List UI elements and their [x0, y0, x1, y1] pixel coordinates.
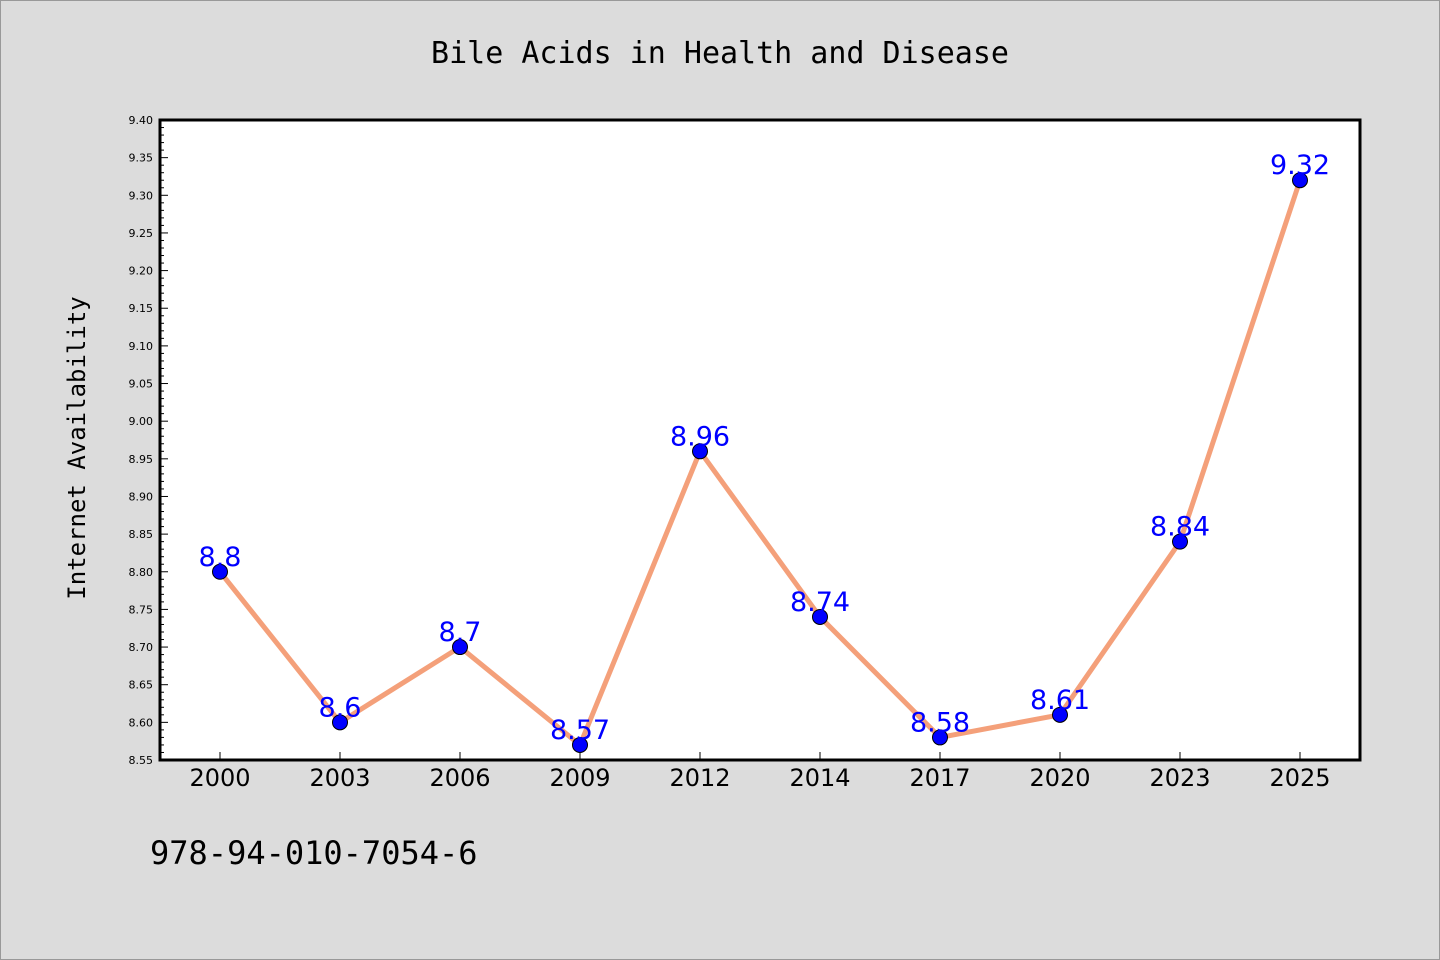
series-line	[217, 177, 1303, 748]
data-label: 8.57	[550, 715, 610, 746]
data-point-marker	[212, 563, 228, 580]
data-point-marker	[812, 608, 828, 625]
y-tick-label: 9.25	[129, 227, 154, 240]
x-tick-label: 2000	[189, 764, 250, 792]
data-label: 8.74	[790, 587, 850, 618]
x-axis: 2000 2003 2006 2009 2012 2014 2017 2020 2023 2025	[189, 752, 1331, 792]
data-point-marker	[932, 729, 948, 746]
y-tick-label: 9.20	[129, 265, 154, 278]
y-tick-label: 9.05	[129, 378, 154, 391]
y-tick-label: 8.65	[129, 679, 154, 692]
x-tick-label: 2023	[1149, 764, 1210, 792]
data-label: 9.32	[1270, 150, 1330, 181]
plot-area	[158, 118, 1362, 762]
data-point-marker	[572, 736, 588, 753]
x-tick-label: 2014	[789, 764, 850, 792]
y-tick-label: 9.35	[129, 152, 154, 165]
data-label: 8.6	[319, 692, 362, 723]
series-line-group	[217, 177, 1303, 748]
y-tick-label: 9.00	[129, 415, 154, 428]
x-tick-label: 2017	[909, 764, 970, 792]
y-tick-label: 8.60	[129, 716, 154, 729]
data-label: 8.58	[910, 707, 970, 738]
isbn-text: 978-94-010-7054-6	[150, 834, 478, 872]
data-point-marker	[1172, 533, 1188, 550]
data-point-marker	[452, 639, 468, 656]
chart-title: Bile Acids in Health and Disease	[431, 36, 1009, 71]
x-tick-label: 2003	[309, 764, 370, 792]
y-tick-label: 8.75	[129, 603, 154, 616]
data-point-marker	[1292, 172, 1308, 189]
y-tick-label: 8.80	[129, 566, 154, 579]
data-label: 8.8	[199, 542, 242, 573]
y-tick-label: 8.95	[129, 453, 154, 466]
x-tick-label: 2012	[669, 764, 730, 792]
y-tick-label: 9.10	[129, 340, 154, 353]
x-tick-label: 2025	[1269, 764, 1330, 792]
data-point-marker	[692, 443, 708, 460]
y-tick-label: 9.30	[129, 189, 154, 202]
y-axis-label: Internet Availability	[63, 296, 91, 599]
marker-group	[212, 172, 1308, 753]
y-tick-label: 9.15	[129, 302, 154, 315]
data-label: 8.61	[1030, 685, 1090, 716]
x-tick-label: 2009	[549, 764, 610, 792]
y-tick-label: 8.70	[129, 641, 154, 654]
y-tick-label: 8.55	[129, 754, 154, 767]
y-axis: 8.55 8.60 8.65 8.70 8.75 8.80 8.85 8.90 8.95 9.00…	[129, 114, 168, 767]
x-tick-label: 2020	[1029, 764, 1090, 792]
y-tick-label: 9.40	[129, 114, 154, 127]
data-point-marker	[1052, 706, 1068, 723]
data-label-group: 8.8 8.6 8.7 8.57 8.96 8.74 8.58 8.61 8.84 9.32	[199, 150, 1331, 746]
y-tick-label: 8.90	[129, 490, 154, 503]
data-label: 8.84	[1150, 512, 1210, 543]
y-tick-label: 8.85	[129, 528, 154, 541]
data-point-marker	[332, 714, 348, 731]
data-label: 8.7	[439, 617, 482, 648]
x-tick-label: 2006	[429, 764, 490, 792]
data-label: 8.96	[670, 421, 730, 452]
